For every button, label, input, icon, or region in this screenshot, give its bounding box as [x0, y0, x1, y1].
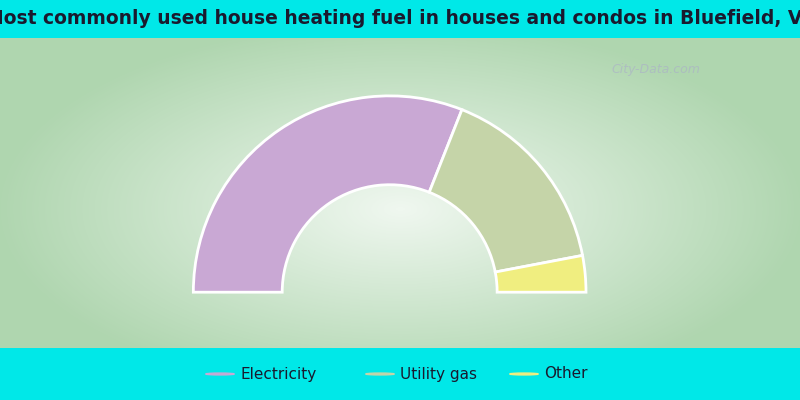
- Wedge shape: [194, 96, 462, 292]
- Text: Most commonly used house heating fuel in houses and condos in Bluefield, VA: Most commonly used house heating fuel in…: [0, 10, 800, 28]
- Circle shape: [366, 373, 394, 375]
- Wedge shape: [430, 110, 582, 272]
- Text: Other: Other: [544, 366, 587, 382]
- Circle shape: [510, 373, 538, 375]
- Circle shape: [206, 373, 234, 375]
- Text: Electricity: Electricity: [240, 366, 316, 382]
- Text: City-Data.com: City-Data.com: [611, 63, 701, 76]
- Wedge shape: [495, 256, 586, 292]
- Text: Utility gas: Utility gas: [400, 366, 477, 382]
